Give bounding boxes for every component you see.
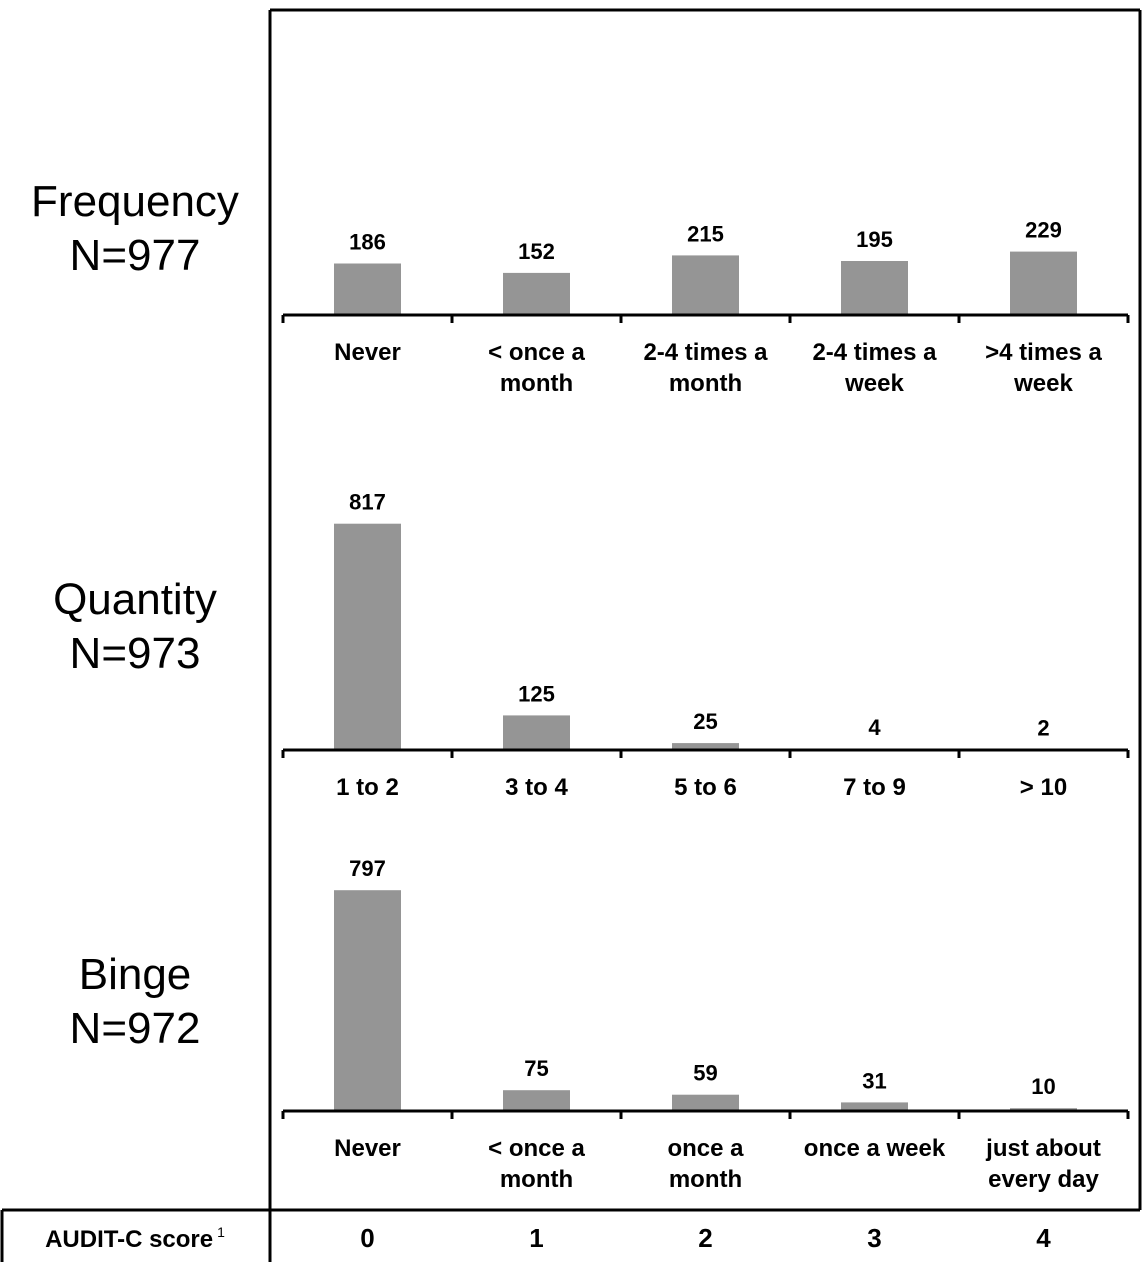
score-values: 0 1 2 3 4 bbox=[360, 1223, 1051, 1253]
bar-binge-1 bbox=[503, 1090, 570, 1111]
bar-frequency-4 bbox=[1010, 251, 1077, 315]
data-label-quantity-0: 817 bbox=[349, 490, 386, 515]
bar-frequency-0 bbox=[334, 263, 401, 315]
tick-label-frequency-3: 2-4 times a week bbox=[812, 339, 937, 397]
tick-line-binge-4-0: just about bbox=[985, 1135, 1101, 1162]
score-value-2: 2 bbox=[698, 1223, 712, 1253]
tick-label-quantity-3: 7 to 9 bbox=[843, 774, 906, 801]
tick-label-binge-4: just about every day bbox=[985, 1135, 1101, 1193]
data-label-binge-1: 75 bbox=[524, 1056, 548, 1081]
panel-title-quantity: Quantity bbox=[53, 575, 217, 624]
panel-n-quantity: N=973 bbox=[69, 629, 201, 678]
panel-quantity: 817 1 to 2 125 3 to 4 25 5 to 6 4 7 to 9 2 > 10 bbox=[281, 490, 1130, 801]
panel-label-frequency: Frequency N=977 bbox=[0, 175, 270, 283]
data-label-frequency-0: 186 bbox=[349, 230, 386, 255]
score-row-label-text: AUDIT-C score bbox=[45, 1226, 213, 1253]
tick-label-quantity-4: > 10 bbox=[1020, 774, 1067, 801]
score-row-label: AUDIT-C score 1 bbox=[45, 1224, 225, 1253]
score-value-3: 3 bbox=[867, 1223, 881, 1253]
score-value-0: 0 bbox=[360, 1223, 374, 1253]
tick-line-frequency-1-1: month bbox=[500, 370, 573, 397]
tick-label-frequency-4: >4 times a week bbox=[985, 339, 1102, 397]
tick-label-binge-2: once a month bbox=[667, 1135, 744, 1193]
panel-title-binge: Binge bbox=[78, 950, 192, 999]
tick-line-binge-0-0: Never bbox=[334, 1135, 401, 1162]
tick-label-quantity-0: 1 to 2 bbox=[336, 774, 399, 801]
panel-frequency: 186 Never 152 < once a month 215 2-4 times a mo… bbox=[281, 218, 1130, 397]
tick-line-binge-2-1: month bbox=[669, 1166, 742, 1193]
tick-label-frequency-2: 2-4 times a month bbox=[643, 339, 768, 397]
tick-line-quantity-2-0: 5 to 6 bbox=[674, 774, 737, 801]
tick-line-quantity-0-0: 1 to 2 bbox=[336, 774, 399, 801]
panel-n-binge: N=972 bbox=[69, 1004, 201, 1053]
bar-frequency-1 bbox=[503, 272, 570, 315]
tick-label-frequency-1: < once a month bbox=[488, 339, 585, 397]
score-value-4: 4 bbox=[1036, 1223, 1051, 1253]
data-label-frequency-3: 195 bbox=[856, 227, 893, 252]
tick-line-frequency-4-0: >4 times a bbox=[985, 339, 1102, 366]
tick-line-frequency-3-1: week bbox=[844, 370, 904, 397]
panel-n-frequency: N=977 bbox=[69, 231, 201, 280]
bar-quantity-2 bbox=[672, 743, 739, 750]
tick-label-binge-3: once a week bbox=[804, 1135, 946, 1162]
data-label-quantity-3: 4 bbox=[868, 715, 881, 740]
tick-line-binge-4-1: every day bbox=[988, 1166, 1099, 1193]
data-label-quantity-1: 125 bbox=[518, 681, 555, 706]
data-label-quantity-4: 2 bbox=[1037, 715, 1049, 740]
tick-line-frequency-3-0: 2-4 times a bbox=[812, 339, 937, 366]
tick-label-quantity-1: 3 to 4 bbox=[505, 774, 568, 801]
data-label-quantity-2: 25 bbox=[693, 709, 717, 734]
tick-label-binge-0: Never bbox=[334, 1135, 401, 1162]
bar-panels: 186 Never 152 < once a month 215 2-4 times a mo… bbox=[281, 218, 1130, 1193]
tick-line-binge-1-0: < once a bbox=[488, 1135, 585, 1162]
bar-quantity-0 bbox=[334, 523, 401, 750]
data-label-frequency-4: 229 bbox=[1025, 218, 1062, 243]
bar-binge-0 bbox=[334, 890, 401, 1111]
data-label-binge-4: 10 bbox=[1031, 1074, 1055, 1099]
score-value-1: 1 bbox=[529, 1223, 543, 1253]
tick-line-frequency-4-1: week bbox=[1013, 370, 1073, 397]
tick-line-quantity-3-0: 7 to 9 bbox=[843, 774, 906, 801]
bar-quantity-1 bbox=[503, 715, 570, 750]
tick-line-frequency-0-0: Never bbox=[334, 339, 401, 366]
bar-binge-2 bbox=[672, 1094, 739, 1111]
panel-title-frequency: Frequency bbox=[31, 177, 239, 226]
panel-label-binge: Binge N=972 bbox=[0, 948, 270, 1056]
tick-label-frequency-0: Never bbox=[334, 339, 401, 366]
tick-line-frequency-2-1: month bbox=[669, 370, 742, 397]
tick-label-binge-1: < once a month bbox=[488, 1135, 585, 1193]
tick-line-quantity-4-0: > 10 bbox=[1020, 774, 1067, 801]
data-label-binge-2: 59 bbox=[693, 1061, 717, 1086]
tick-label-quantity-2: 5 to 6 bbox=[674, 774, 737, 801]
bar-frequency-2 bbox=[672, 255, 739, 315]
tick-line-binge-3-0: once a week bbox=[804, 1135, 946, 1162]
data-label-frequency-2: 215 bbox=[687, 221, 724, 246]
bar-binge-3 bbox=[841, 1102, 908, 1111]
tick-line-binge-2-0: once a bbox=[667, 1135, 744, 1162]
data-label-binge-3: 31 bbox=[862, 1068, 886, 1093]
score-row-superscript: 1 bbox=[217, 1224, 225, 1240]
tick-line-frequency-1-0: < once a bbox=[488, 339, 585, 366]
data-label-frequency-1: 152 bbox=[518, 239, 555, 264]
bar-frequency-3 bbox=[841, 261, 908, 315]
panel-label-quantity: Quantity N=973 bbox=[0, 573, 270, 681]
tick-line-binge-1-1: month bbox=[500, 1166, 573, 1193]
tick-line-quantity-1-0: 3 to 4 bbox=[505, 774, 568, 801]
panel-binge: 797 Never 75 < once a month 59 once a month 31 on… bbox=[281, 856, 1130, 1193]
tick-line-frequency-2-0: 2-4 times a bbox=[643, 339, 768, 366]
data-label-binge-0: 797 bbox=[349, 856, 386, 881]
